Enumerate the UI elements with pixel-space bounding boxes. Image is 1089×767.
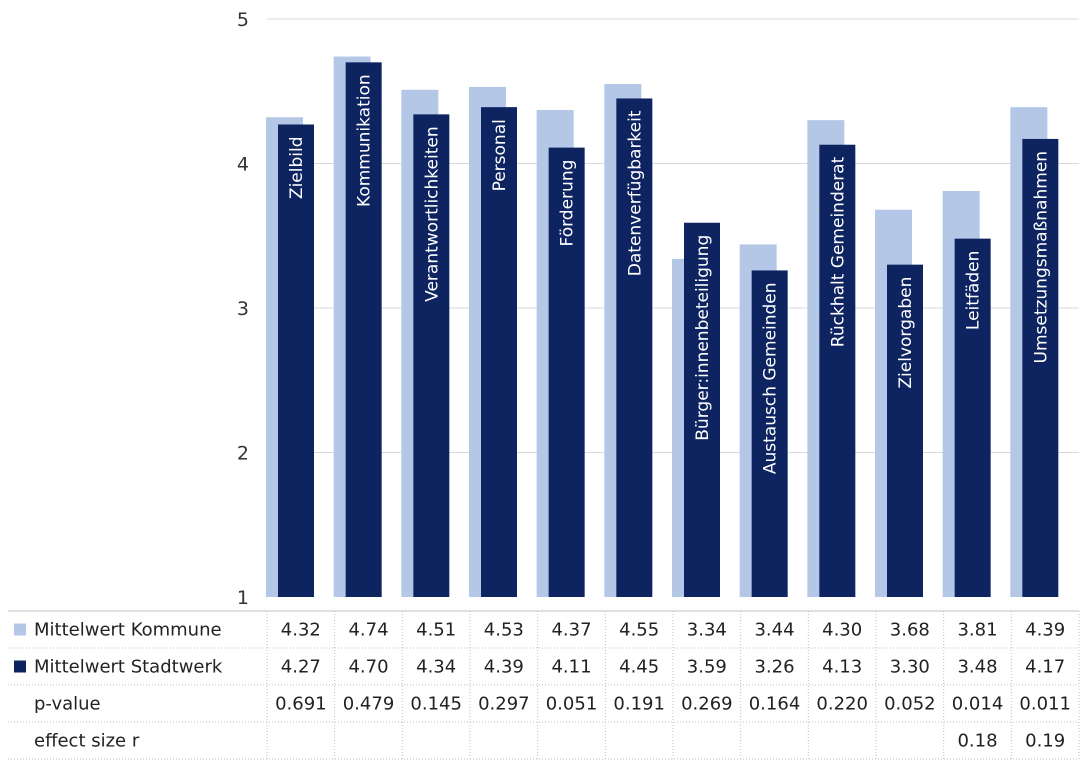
bar-stadtwerk <box>548 147 585 598</box>
table-cell: 0.19 <box>1025 731 1065 752</box>
table-cell: 0.297 <box>478 694 530 715</box>
bar-stadtwerk <box>684 222 720 597</box>
bars: Zielbild Kommunikation Verantwortlichkeite… <box>266 56 1059 598</box>
table-cell: 0.479 <box>343 694 395 715</box>
bar-stadtwerk <box>1022 138 1059 597</box>
category-label: Zielbild <box>287 136 307 199</box>
y-tick-label: 4 <box>237 154 249 176</box>
category-label: Austausch Gemeinden <box>761 282 781 474</box>
category-label: Leitfäden <box>964 251 984 330</box>
bar-stadtwerk <box>345 62 382 598</box>
table-cell: 4.53 <box>484 620 524 641</box>
table-cell: 4.51 <box>416 620 456 641</box>
table-cell: 3.26 <box>754 657 794 678</box>
table-row-label: p-value <box>34 694 101 715</box>
table-cell: 3.30 <box>890 657 930 678</box>
table-cell: 0.011 <box>1019 694 1071 715</box>
category-label: Personal <box>490 119 510 191</box>
category-label: Datenverfügbarkeit <box>625 110 645 276</box>
table-cell: 3.44 <box>754 620 794 641</box>
legend-swatch <box>14 660 26 673</box>
table-cell: 4.55 <box>619 620 659 641</box>
table-cell: 3.68 <box>890 620 930 641</box>
category-label: Zielvorgaben <box>896 277 916 389</box>
table-cell: 0.051 <box>546 694 598 715</box>
category-label: Verantwortlichkeiten <box>422 126 442 301</box>
category-label: Rückhalt Gemeinderat <box>828 156 848 347</box>
table-cell: 4.32 <box>281 620 321 641</box>
table-cell: 0.220 <box>816 694 868 715</box>
table-cell: 4.13 <box>822 657 862 678</box>
table-row-label: effect size r <box>34 731 140 752</box>
y-tick-label: 1 <box>237 587 249 609</box>
bar-stadtwerk <box>278 124 314 598</box>
table-row-label: Mittelwert Stadtwerk <box>34 657 223 678</box>
table-cell: 4.34 <box>416 657 456 678</box>
table-cell: 4.45 <box>619 657 659 678</box>
category-label: Kommunikation <box>355 74 375 207</box>
table-cell: 3.48 <box>957 657 997 678</box>
category-label: Umsetzungsmaßnahmen <box>1031 151 1051 364</box>
bar-stadtwerk <box>751 270 788 597</box>
data-table: Mittelwert Kommune 4.32 4.74 4.51 4.53 4.37 4.… <box>8 610 1080 760</box>
table-cell: 4.11 <box>551 657 591 678</box>
table-cell: 3.81 <box>957 620 997 641</box>
bar-stadtwerk <box>887 264 923 597</box>
table-cell: 4.70 <box>348 657 388 678</box>
table-cell: 0.18 <box>957 731 997 752</box>
bar-stadtwerk <box>481 107 517 598</box>
table-cell: 3.34 <box>687 620 727 641</box>
bar-stadtwerk <box>413 114 450 598</box>
bar-stadtwerk <box>819 144 856 597</box>
bar-stadtwerk <box>954 238 991 597</box>
category-label: Förderung <box>558 160 578 247</box>
table-cell: 0.691 <box>275 694 327 715</box>
table-cell: 4.39 <box>1025 620 1065 641</box>
table-cell: 4.30 <box>822 620 862 641</box>
table-cell: 0.164 <box>749 694 801 715</box>
table-cell: 4.17 <box>1025 657 1065 678</box>
y-tick-label: 5 <box>237 9 249 31</box>
table-cell: 4.74 <box>348 620 388 641</box>
category-label: Bürger:innenbeteiligung <box>693 235 713 441</box>
table-cell: 4.37 <box>551 620 591 641</box>
table-cell: 0.052 <box>884 694 936 715</box>
y-axis-ticks: 1 2 3 4 5 <box>237 9 249 609</box>
table-cell: 0.269 <box>681 694 733 715</box>
legend-swatch <box>14 623 26 636</box>
table-cell: 4.39 <box>484 657 524 678</box>
table-cell: 0.145 <box>410 694 462 715</box>
bar-stadtwerk <box>616 98 653 597</box>
table-cell: 3.59 <box>687 657 727 678</box>
table-cell: 4.27 <box>281 657 321 678</box>
table-cell: 0.014 <box>952 694 1004 715</box>
table-row-label: Mittelwert Kommune <box>34 620 222 641</box>
y-tick-label: 3 <box>237 298 249 320</box>
y-tick-label: 2 <box>237 443 249 465</box>
table-cell: 0.191 <box>613 694 665 715</box>
